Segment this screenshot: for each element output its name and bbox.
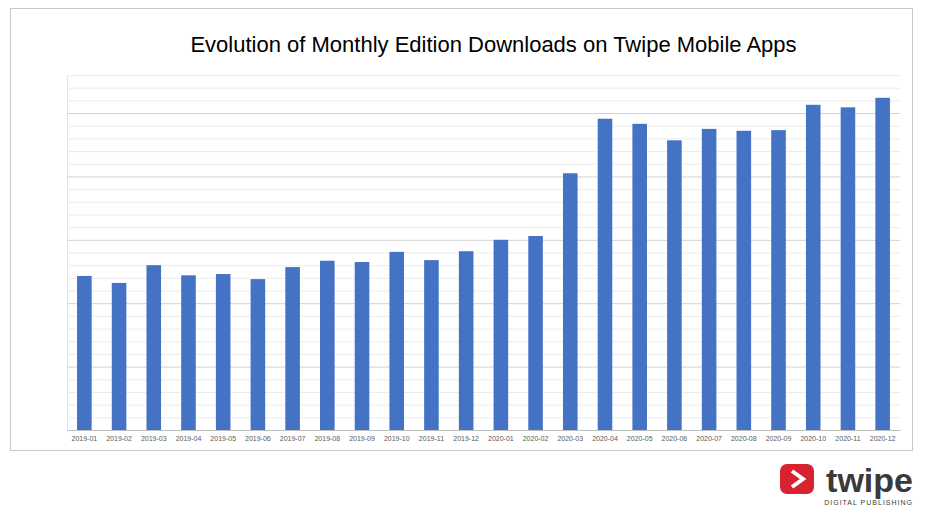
bar [251,279,266,430]
bar [494,240,509,430]
x-tick: 2019-09 [349,430,375,442]
x-tick: 2020-08 [731,430,757,442]
x-tick: 2019-03 [141,430,167,442]
x-tick-label: 2020-02 [523,435,549,442]
y-axis-line [68,76,901,431]
bar [459,251,474,430]
x-tick-label: 2019-02 [106,435,132,442]
x-tick-label: 2019-03 [141,435,167,442]
chart-title: Evolution of Monthly Edition Downloads o… [190,32,796,57]
bar [355,262,370,430]
chart-svg: Evolution of Monthly Edition Downloads o… [0,0,925,514]
grid-line [67,430,900,431]
bar [875,98,890,430]
bar [528,236,543,430]
x-axis-line [68,430,901,431]
x-tick: 2020-01 [488,430,514,442]
bar [112,283,127,430]
grid-line [67,75,900,76]
bar [598,119,613,430]
y-tick [67,100,900,101]
grid-line [67,100,900,101]
bar [563,173,578,430]
x-tick: 2020-06 [662,430,688,442]
bar [806,105,821,430]
x-tick-label: 2020-09 [766,435,792,442]
bar [181,275,196,430]
x-tick-label: 2020-06 [662,435,688,442]
logo: twipeDIGITAL PUBLISHING [780,461,913,506]
x-tick: 2020-04 [592,430,618,442]
bar [146,265,161,430]
grid-line [67,88,900,89]
x-tick: 2020-10 [800,430,826,442]
x-tick: 2019-02 [106,430,132,442]
logo-name: twipe [826,461,913,499]
x-tick-label: 2020-03 [557,435,583,442]
x-tick-label: 2020-10 [800,435,826,442]
x-tick-label: 2019-04 [176,435,202,442]
x-tick-label: 2019-10 [384,435,410,442]
y-tick [67,430,900,431]
x-tick: 2020-12 [870,430,896,442]
x-tick: 2019-12 [453,430,479,442]
bar [702,129,717,430]
x-tick: 2020-11 [835,430,860,442]
x-tick: 2019-01 [72,430,98,442]
y-axis [67,76,900,431]
x-tick-label: 2020-07 [696,435,722,442]
x-tick: 2019-08 [314,430,340,442]
x-tick: 2019-10 [384,430,410,442]
x-tick-label: 2019-09 [349,435,375,442]
bar [771,130,786,430]
chart-frame [11,9,913,451]
x-tick: 2019-07 [280,430,306,442]
x-tick-label: 2019-01 [72,435,98,442]
x-tick-label: 2019-12 [453,435,479,442]
grid-line [67,113,900,114]
x-tick-label: 2020-05 [627,435,653,442]
bars [77,98,890,430]
x-tick-label: 2019-11 [419,435,444,442]
logo-tagline: DIGITAL PUBLISHING [824,499,913,506]
bar [389,252,404,430]
x-tick-label: 2019-07 [280,435,306,442]
x-axis: 2019-01 2019-02 2019-03 2019-04 2019-05 2019-… [68,430,901,442]
x-tick-label: 2020-01 [488,435,514,442]
x-tick-label: 2020-12 [870,435,896,442]
bar [285,267,300,430]
x-tick-label: 2019-06 [245,435,271,442]
x-tick-label: 2020-11 [835,435,860,442]
bar [841,107,856,430]
bar [424,260,439,430]
x-tick: 2019-06 [245,430,271,442]
x-tick: 2019-11 [419,430,444,442]
x-tick-label: 2020-04 [592,435,618,442]
x-tick-label: 2019-05 [210,435,236,442]
y-tick [67,88,900,89]
bar [216,274,231,430]
y-tick [67,113,900,114]
bar [632,124,647,430]
y-tick [67,126,900,127]
x-tick: 2020-02 [523,430,549,442]
grid-line [67,126,900,127]
logo-chevron [792,471,803,487]
bar [320,261,335,430]
x-tick: 2019-05 [210,430,236,442]
x-tick: 2020-03 [557,430,583,442]
x-tick: 2020-05 [627,430,653,442]
x-tick-label: 2019-08 [314,435,340,442]
x-tick: 2020-09 [766,430,792,442]
x-tick: 2020-07 [696,430,722,442]
logo-mark [780,464,814,494]
x-tick: 2019-04 [176,430,202,442]
bar [77,276,92,430]
bar [667,140,682,430]
x-tick-label: 2020-08 [731,435,757,442]
y-tick [67,75,900,76]
bar [737,131,752,430]
